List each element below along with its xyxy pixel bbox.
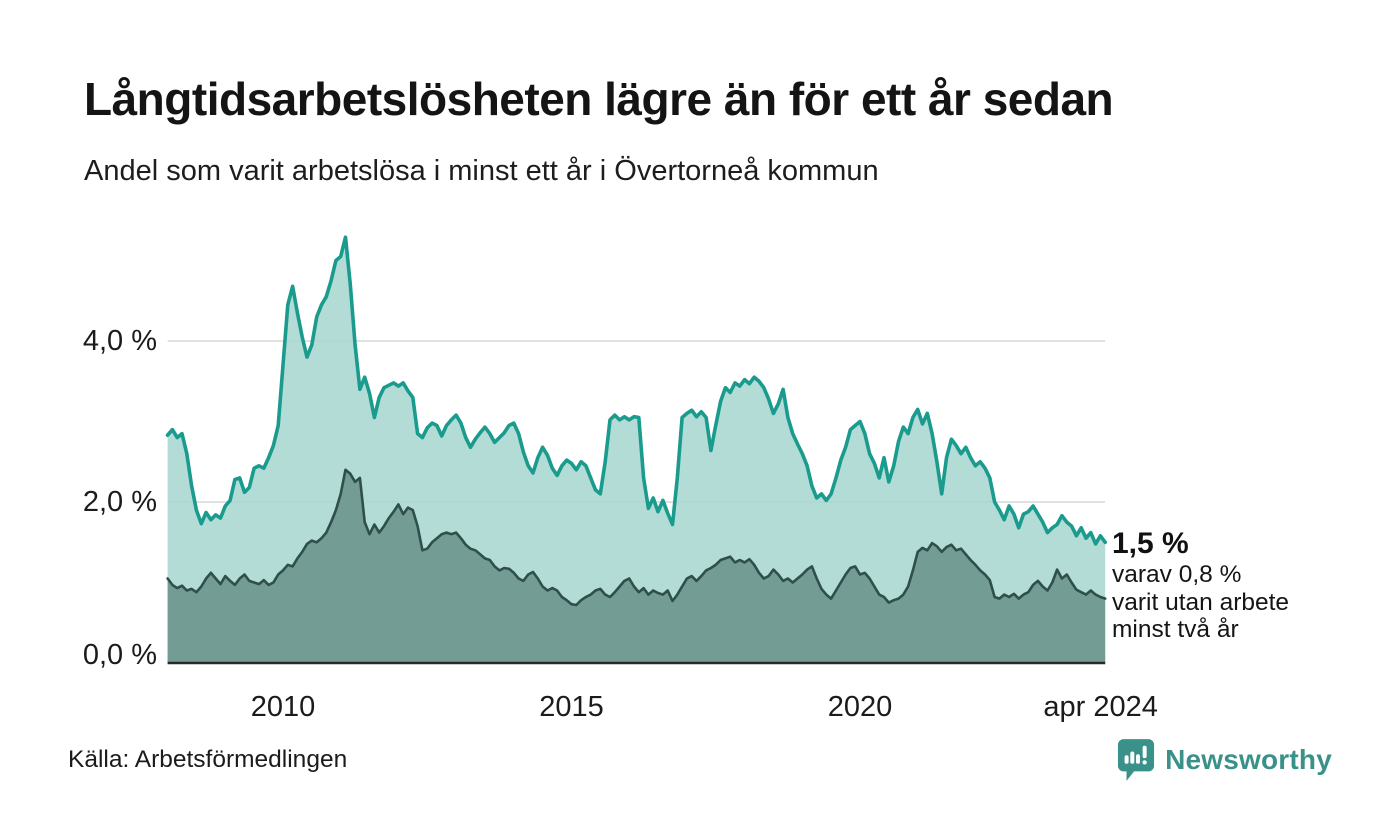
area-unemployed-min-two-years (167, 469, 1106, 663)
x-tick-label: 2010 (250, 691, 316, 723)
newsworthy-bubble-icon (1118, 739, 1155, 781)
newsworthy-logo: Newsworthy (1117, 738, 1332, 782)
y-tick-label: 2,0 % (82, 486, 157, 518)
latest-value: 1,5 % (1112, 527, 1189, 560)
line-unemployed-min-one-year (165, 235, 1107, 546)
latest-value-annotation: 1,5 % varav 0,8 % varit utan arbete mins… (1112, 527, 1289, 644)
x-tick-label: 2020 (827, 691, 893, 723)
x-tick-label: apr 2024 (1043, 691, 1158, 723)
annotation-line-2: varit utan arbete (1112, 588, 1290, 616)
annotation-line-1: varav 0,8 % (1112, 561, 1242, 588)
annotation-line-3: minst två år (1112, 616, 1239, 643)
page-title: Långtidsarbetslösheten lägre än för ett … (84, 73, 1114, 125)
y-tick-label: 4,0 % (82, 325, 157, 357)
source-note: Källa: Arbetsförmedlingen (68, 746, 348, 773)
x-tick-label: 2015 (539, 691, 604, 723)
page-subtitle: Andel som varit arbetslösa i minst ett å… (84, 155, 879, 187)
line-unemployed-min-two-years (166, 468, 1107, 607)
y-tick-label: 0,0 % (82, 639, 157, 671)
newsworthy-wordmark: Newsworthy (1165, 744, 1332, 775)
